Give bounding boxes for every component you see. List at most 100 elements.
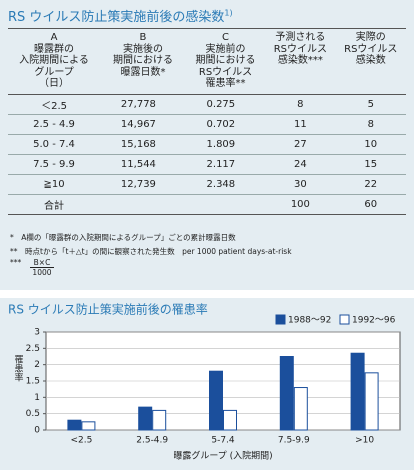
cell: 15,168 [100,134,186,155]
column-header: B 実施後の 期間における 曝露日数* [100,28,186,95]
x-tick-label: 7.5-9.9 [278,436,310,446]
cell: 0.275 [185,94,266,115]
header-line: 曝露日数* [120,66,166,78]
header-line: 実施前の [205,43,246,55]
cell: 0.702 [185,114,266,135]
cell: 27 [265,134,336,155]
cell: 8 [265,94,336,115]
cell: 2.348 [185,174,266,195]
y-tick-label: 1 [34,393,40,403]
header-line: A [50,32,58,43]
header-line: 罹患率** [205,78,246,89]
y-tick-label: 0.5 [26,409,40,419]
bar [279,356,294,431]
cell: 合計 [8,194,101,215]
header-line: 期間における [112,55,173,66]
x-tick-label: >10 [355,436,374,446]
row: ≧10 12,739 2.348 30 22 [8,174,406,195]
total-row: 合計 100 60 [8,194,406,215]
cell: 30 [265,174,336,195]
cell: 5.0 - 7.4 [8,134,101,155]
cell: 27,778 [100,94,186,115]
bar [293,387,308,431]
cell: ≧10 [8,174,101,195]
column-header: C 実施前の 期間における RSウイルス 罹患率** [185,28,266,95]
cell: 1.809 [185,134,266,155]
header-line: グループ [34,66,74,78]
y-axis-label: 罹患率 [13,354,24,382]
cell: ＜2.5 [8,94,101,115]
bar [223,409,237,431]
header-line: B [139,32,147,43]
bar [152,409,167,431]
table-panel: RS ウイルス防止策実施前後の感染数1) A 曝露群の 入院期間による グループ （日）… [0,0,414,290]
cell: 60 [335,194,406,215]
header-line: 予測される [275,32,326,43]
header-line: RSウイルス [273,43,328,55]
row: 5.0 - 7.4 15,168 1.809 27 10 [8,134,406,155]
numerator: B×C [29,258,55,268]
cell: 2.5 - 4.9 [8,114,101,135]
column-header: 予測される RSウイルス 感染数*** [265,28,336,95]
cell: 15 [335,154,406,175]
legend-swatch [275,314,286,325]
header-line: 曝露群の [34,43,75,55]
mark: * [10,233,14,242]
header-row: A 曝露群の 入院期間による グループ （日） B 実施後の 期間における 曝露日数* C 実施前の… [8,28,406,95]
header-line: RSウイルス [198,66,253,78]
bar [81,421,96,431]
cell [185,194,266,215]
x-axis-label: 曝露グループ (入院期間) [173,450,272,462]
footnote: ** 時点tから「t＋△t」の間に観察された発生数 per 1000 patie… [10,246,292,257]
cell: 5 [335,94,406,115]
column-header: A 曝露群の 入院期間による グループ （日） [8,28,101,95]
bar [67,419,82,431]
cell [100,194,186,215]
bar [350,352,365,431]
cell: 11 [265,114,336,135]
header-line: 期間における [195,55,256,66]
header-line: 実際の [355,32,386,43]
fraction: B×C 1000 [29,258,55,277]
bar [209,370,223,431]
header-line: 感染数*** [277,55,323,66]
cell: 7.5 - 9.9 [8,154,101,175]
bar [364,372,379,431]
note: A欄の「曝露群の入院期間によるグループ」ごとの累計曝露日数 [21,233,236,242]
header-line: 実施後の [122,43,163,55]
y-tick-label: 2 [34,360,40,370]
legend-label: 1992～96 [352,316,396,326]
x-tick-label: <2.5 [70,436,92,446]
chart: RS ウイルス防止策実施前後の罹患率 0 0.5 1 1.5 2 2.5 3 罹患率 <2.5 2… [8,302,401,462]
y-tick-label: 3 [34,328,40,338]
header-line: 感染数 [355,55,386,66]
legend-swatch [339,314,350,325]
header-line: 入院期間による [19,55,89,66]
x-tick-label: 2.5-4.9 [136,436,168,446]
y-tick-label: 0 [34,426,40,436]
cell: 11,544 [100,154,186,175]
title: RS ウイルス防止策実施前後の感染数1) [8,6,233,25]
footnote: * A欄の「曝露群の入院期間によるグループ」ごとの累計曝露日数 [10,232,236,243]
row: 7.5 - 9.9 11,544 2.117 24 15 [8,154,406,175]
row: 2.5 - 4.9 14,967 0.702 11 8 [8,114,406,135]
cell: 10 [335,134,406,155]
header-line: C [222,32,230,43]
x-tick-label: 5-7.4 [211,436,235,446]
chart-title: RS ウイルス防止策実施前後の罹患率 [8,302,208,317]
table-body: ＜2.5 27,778 0.275 8 5 2.5 - 4.9 14,967 0.702 11 8… [8,94,406,215]
header-line: （日） [39,78,70,89]
mark: ** [10,247,18,256]
row: ＜2.5 27,778 0.275 8 5 [8,94,406,115]
y-tick-label: 1.5 [26,377,40,387]
header-line: RSウイルス [344,43,398,55]
cell: 24 [265,154,336,175]
denominator: 1000 [32,268,52,277]
y-tick-label: 2.5 [26,344,40,354]
cell: 100 [265,194,336,215]
column-header: 実際の RSウイルス 感染数 [335,28,406,95]
legend-label: 1988～92 [288,316,331,326]
note: 時点tから「t＋△t」の間に観察された発生数 per 1000 patient … [25,247,292,256]
formula: *** B×C 1000 [10,258,55,277]
